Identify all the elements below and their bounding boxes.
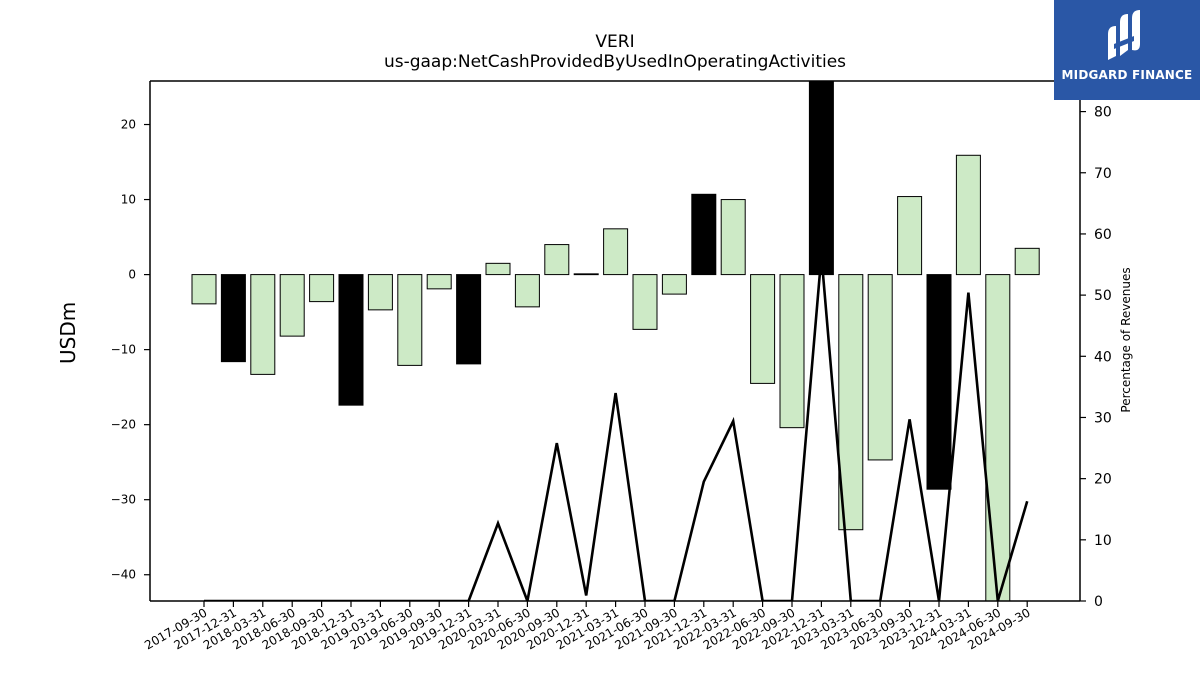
y2-tick-label: 40 bbox=[1094, 349, 1112, 365]
chart-subtitle: us-gaap:NetCashProvidedByUsedInOperating… bbox=[383, 52, 847, 72]
y2-tick-label: 70 bbox=[1094, 166, 1112, 182]
bar bbox=[573, 273, 599, 276]
y-tick-label: −20 bbox=[111, 418, 136, 432]
y-tick-label: −30 bbox=[111, 493, 136, 507]
bar bbox=[955, 154, 981, 276]
bar bbox=[191, 274, 217, 305]
revenue-pct-line bbox=[204, 255, 1029, 601]
bar bbox=[279, 274, 305, 337]
bar bbox=[485, 262, 511, 276]
y-tick-label: 20 bbox=[121, 118, 136, 132]
bar bbox=[397, 274, 423, 366]
bar bbox=[808, 81, 834, 276]
bar bbox=[603, 228, 629, 276]
y-tick-label: 0 bbox=[128, 268, 136, 282]
y2-tick-label: 10 bbox=[1094, 533, 1112, 549]
y-tick-label: −10 bbox=[111, 343, 136, 357]
bar bbox=[367, 274, 393, 311]
y2-tick-label: 60 bbox=[1094, 227, 1112, 243]
bar bbox=[456, 274, 482, 365]
bar bbox=[220, 274, 246, 363]
bar bbox=[338, 274, 364, 406]
y2-axis-label: Percentage of Revenues bbox=[1119, 267, 1133, 413]
chart-title: VERI bbox=[595, 32, 635, 52]
y-axis-label: USDm bbox=[56, 301, 80, 364]
logo-text: MIDGARD FINANCE bbox=[1061, 68, 1193, 82]
midgard-logo-icon bbox=[1108, 10, 1140, 60]
bar bbox=[250, 274, 276, 375]
bar bbox=[779, 274, 805, 429]
y-tick-label: −40 bbox=[111, 568, 136, 582]
y2-tick-label: 20 bbox=[1094, 472, 1112, 488]
bar bbox=[985, 274, 1011, 601]
bar bbox=[691, 193, 717, 276]
bar bbox=[750, 274, 776, 384]
bar bbox=[867, 274, 893, 461]
bar bbox=[720, 199, 746, 276]
midgard-logo: MIDGARD FINANCE bbox=[1054, 0, 1200, 100]
bar bbox=[897, 196, 923, 276]
plot-area: −40−30−20−1001020010203040506070802017-0… bbox=[111, 80, 1112, 652]
bar bbox=[309, 274, 335, 303]
y2-tick-label: 0 bbox=[1094, 594, 1103, 610]
bar bbox=[926, 274, 952, 490]
bar bbox=[661, 274, 687, 295]
bar bbox=[1014, 247, 1040, 276]
bar bbox=[632, 274, 658, 330]
y2-tick-label: 50 bbox=[1094, 288, 1112, 304]
y2-tick-label: 80 bbox=[1094, 105, 1112, 121]
bar bbox=[426, 274, 452, 290]
y-tick-label: 10 bbox=[121, 193, 136, 207]
bar bbox=[838, 274, 864, 531]
plot-marks bbox=[191, 81, 1040, 601]
bar bbox=[544, 244, 570, 276]
bar bbox=[514, 274, 540, 308]
y2-tick-label: 30 bbox=[1094, 410, 1112, 426]
